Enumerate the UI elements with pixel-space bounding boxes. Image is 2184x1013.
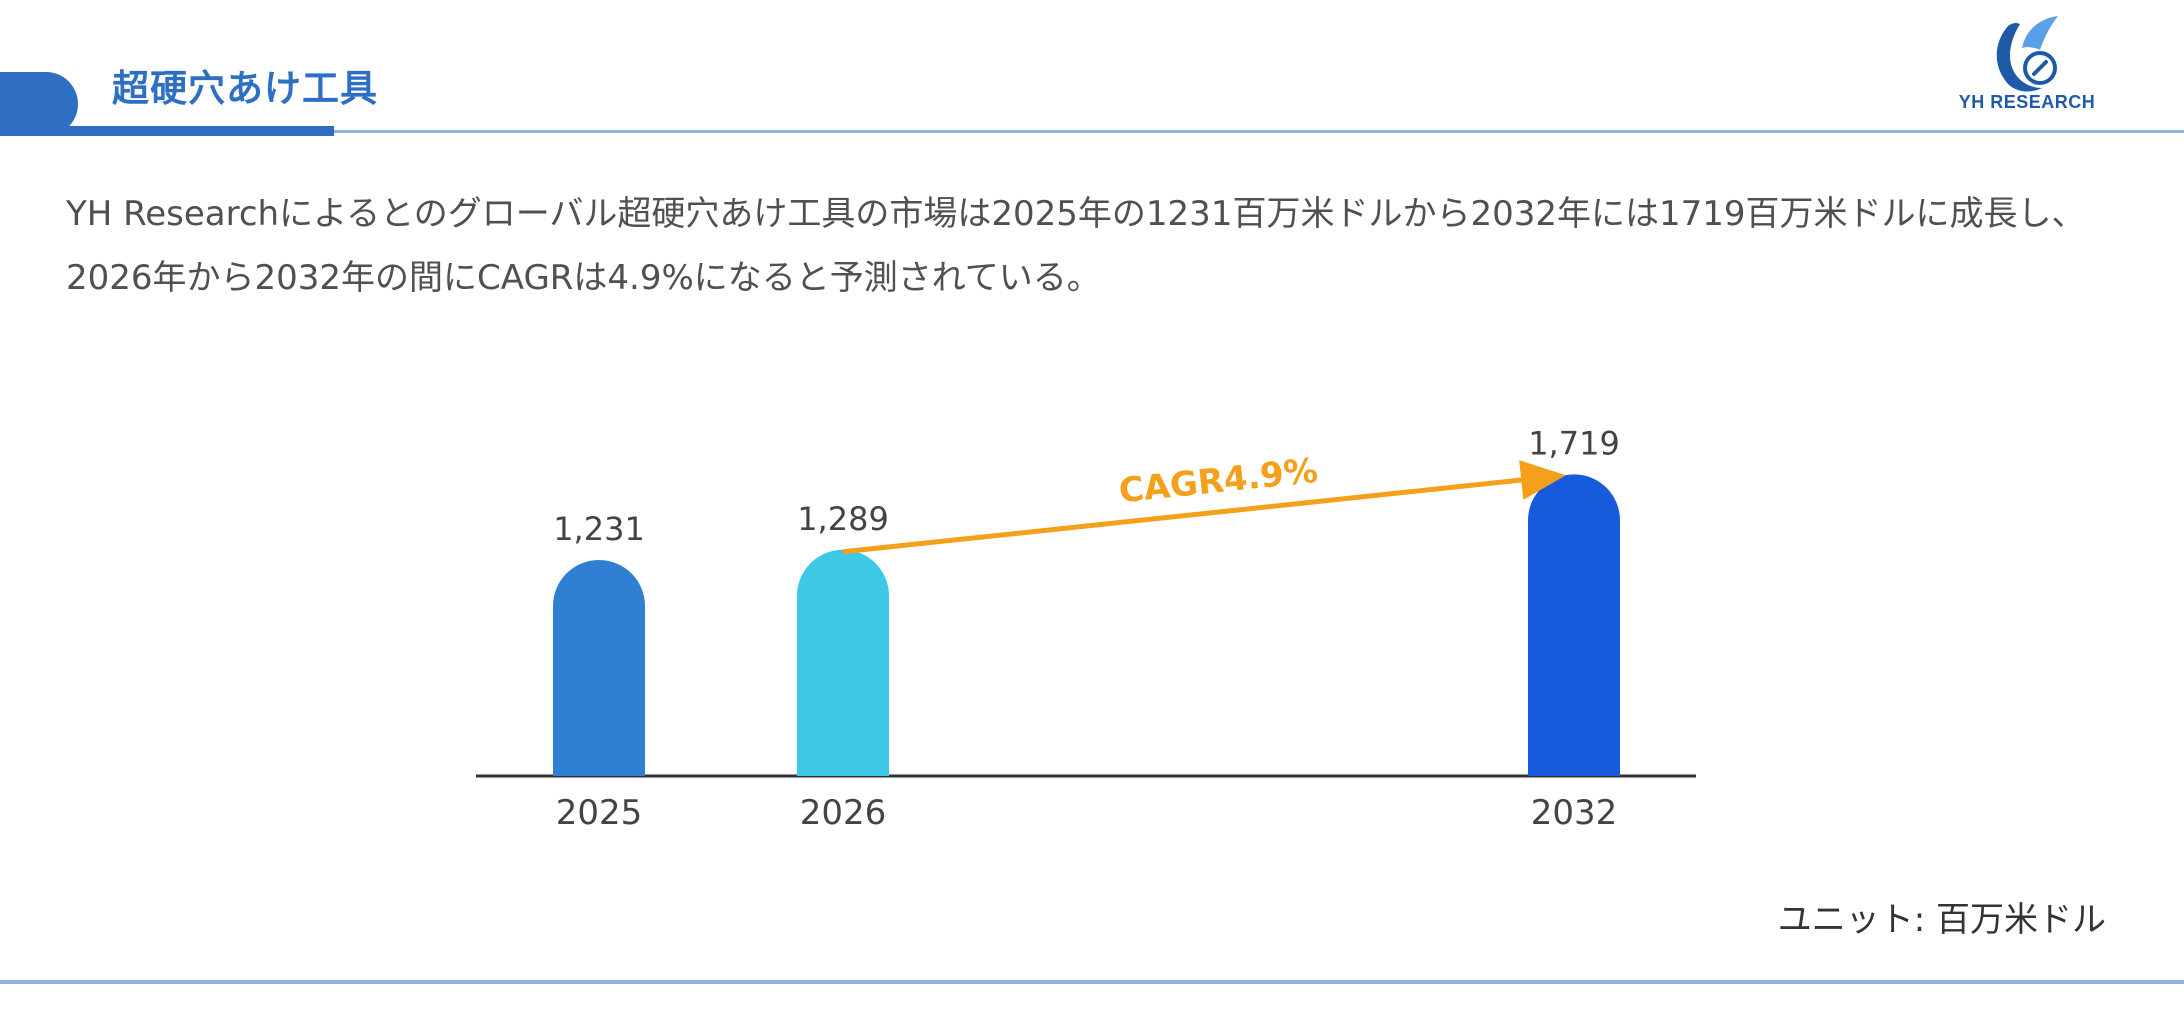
bar-2026 [797, 549, 890, 776]
bar-2032 [1528, 474, 1620, 776]
category-label-2026: 2026 [800, 793, 887, 833]
cagr-arrow [842, 460, 1566, 555]
value-label-2032: 1,719 [1528, 424, 1620, 462]
logo-text: YH RESEARCH [1958, 92, 2096, 112]
page-title: 超硬穴あけ工具 [112, 67, 378, 110]
market-summary: YH Researchによるとのグローバル超硬穴あけ工具の市場は2025年の12… [66, 194, 2086, 298]
category-label-2032: 2032 [1531, 793, 1618, 833]
header-underline-accent [0, 126, 334, 136]
category-label-2025: 2025 [556, 793, 643, 833]
unit-label: ユニット: 百万米ドル [1777, 900, 2106, 940]
header-divider [334, 130, 2184, 133]
value-label-2025: 1,231 [553, 510, 645, 548]
yh-research-logo [1996, 16, 2058, 92]
footer-divider [0, 980, 2184, 984]
bar-2025 [553, 559, 645, 776]
header-tab-accent [0, 72, 78, 136]
value-label-2026: 1,289 [797, 500, 889, 538]
